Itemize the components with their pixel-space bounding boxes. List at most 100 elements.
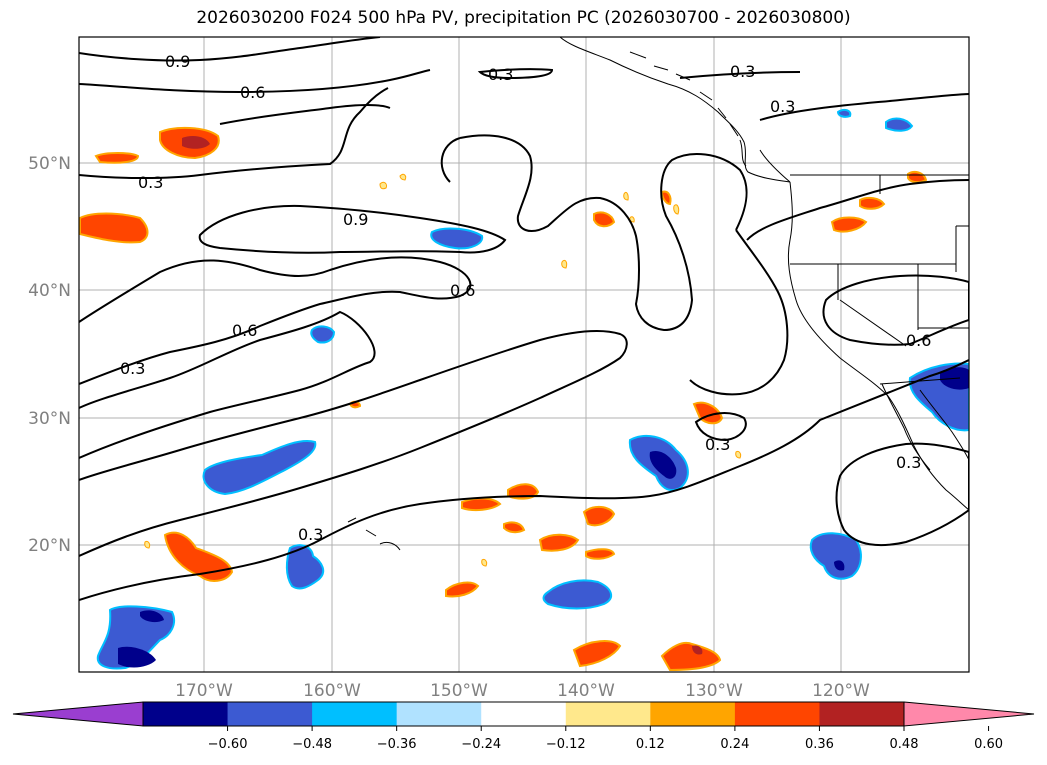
precip-blob	[585, 548, 616, 560]
map-frame	[78, 36, 970, 673]
pv-contour-line	[198, 204, 507, 254]
contour-label: 0.6	[450, 281, 475, 300]
colorbar-cell	[143, 702, 229, 726]
precip-blob	[542, 579, 613, 610]
colorbar-tick-label: 0.12	[636, 737, 665, 752]
colorbar-cell	[819, 702, 905, 726]
precip-blob	[399, 173, 407, 181]
precip-core	[649, 450, 677, 479]
pv-contour-line	[79, 69, 431, 94]
lon-tick-label: 120°W	[812, 681, 870, 701]
contour-label: 0.3	[705, 435, 730, 454]
precip-blob	[735, 451, 742, 459]
precip-core	[692, 645, 703, 655]
contour-label: 0.9	[165, 52, 190, 71]
pv-contour-line	[79, 359, 969, 601]
contour-label: 0.6	[906, 331, 931, 350]
pv-contour-line	[822, 274, 969, 346]
precip-blob	[582, 506, 616, 527]
lat-tick-label: 40°N	[28, 281, 71, 301]
colorbar-tick-label: −0.24	[461, 737, 501, 752]
precip-blob	[538, 533, 580, 552]
contour-label: 0.3	[138, 173, 163, 192]
precip-blob	[481, 559, 488, 567]
pv-contour-line	[440, 137, 461, 183]
lon-tick-label: 130°W	[685, 681, 743, 701]
colorbar-tick-label: 0.60	[974, 737, 1003, 752]
precip-blob	[660, 642, 722, 672]
lon-tick-label: 140°W	[557, 681, 615, 701]
coastline-gulf	[919, 389, 969, 461]
precip-blob	[859, 196, 886, 210]
colorbar-cell	[565, 702, 651, 726]
precip-blob	[830, 216, 868, 233]
lon-tick-labels: 170°W 160°W 150°W 140°W 130°W 120°W	[175, 681, 870, 701]
colorbar-cell	[650, 702, 736, 726]
colorbar-tick-label: −0.12	[546, 737, 586, 752]
gridlines	[79, 37, 969, 672]
contour-label: 0.6	[240, 83, 265, 102]
colorbar-extend-high	[903, 701, 1035, 727]
border-states	[790, 175, 969, 385]
coastline-alaska	[559, 37, 791, 183]
coastline-wa	[739, 139, 791, 183]
pv-contour-line	[477, 68, 554, 80]
colorbar-tick-label: 0.36	[805, 737, 834, 752]
contour-label: 0.3	[770, 97, 795, 116]
precip-blob	[660, 190, 672, 206]
coastlines	[347, 37, 969, 551]
lat-tick-label: 20°N	[28, 536, 71, 556]
pv-contour-line	[759, 93, 969, 121]
precip-blob	[144, 541, 151, 549]
precip-blob	[310, 325, 336, 344]
pv-contour-line	[79, 37, 381, 62]
precip-core	[834, 560, 845, 571]
precip-light-positive	[144, 173, 742, 567]
colorbar-cell	[481, 702, 567, 726]
precip-blob	[79, 212, 149, 244]
pv-contour-line	[694, 412, 747, 442]
contour-label: 0.3	[298, 525, 323, 544]
colorbar-tick-label: 0.48	[890, 737, 919, 752]
precip-blob	[907, 171, 928, 184]
precip-positive-areas	[79, 126, 928, 672]
colorbar-tick-label: −0.48	[292, 737, 332, 752]
contour-label: 0.6	[232, 321, 257, 340]
lat-tick-label: 30°N	[28, 409, 71, 429]
precip-blob	[885, 117, 914, 132]
coastline-baja	[881, 383, 931, 471]
precip-blob	[94, 152, 140, 164]
precip-blob	[285, 544, 325, 590]
map-title: 2026030200 F024 500 hPa PV, precipitatio…	[196, 8, 851, 28]
lon-tick-label: 170°W	[175, 681, 233, 701]
contour-label: 0.3	[730, 62, 755, 81]
pv-contour-line	[459, 134, 748, 332]
pv-contour-line	[679, 71, 801, 79]
pv-contour-line	[689, 229, 789, 396]
precip-negative-cores	[118, 367, 969, 668]
precip-blob	[836, 108, 852, 118]
colorbar-tick-label: 0.24	[720, 737, 749, 752]
colorbar-cells	[142, 701, 905, 727]
pv-contour-line	[79, 256, 472, 385]
pv-contour-line	[219, 104, 391, 125]
precip-blob	[430, 227, 484, 250]
colorbar-cell	[227, 702, 313, 726]
precip-blob	[623, 191, 629, 201]
contour-label: 0.3	[896, 453, 921, 472]
pv-contour-line	[79, 87, 389, 180]
pv-contour-line	[79, 310, 376, 459]
colorbar-cell	[396, 702, 482, 726]
lat-tick-label: 50°N	[28, 154, 71, 174]
pv-contour-line	[746, 179, 969, 241]
precip-blob	[809, 532, 862, 580]
precip-blob	[379, 181, 387, 190]
precip-blob	[202, 440, 317, 496]
precip-negative-areas	[96, 108, 969, 670]
precip-blob	[503, 521, 526, 534]
lat-tick-labels: 50°N 40°N 30°N 20°N	[28, 154, 71, 556]
contour-label: 0.9	[343, 210, 368, 229]
pv-contour-line	[835, 442, 969, 547]
pv-contour-line	[79, 330, 628, 557]
